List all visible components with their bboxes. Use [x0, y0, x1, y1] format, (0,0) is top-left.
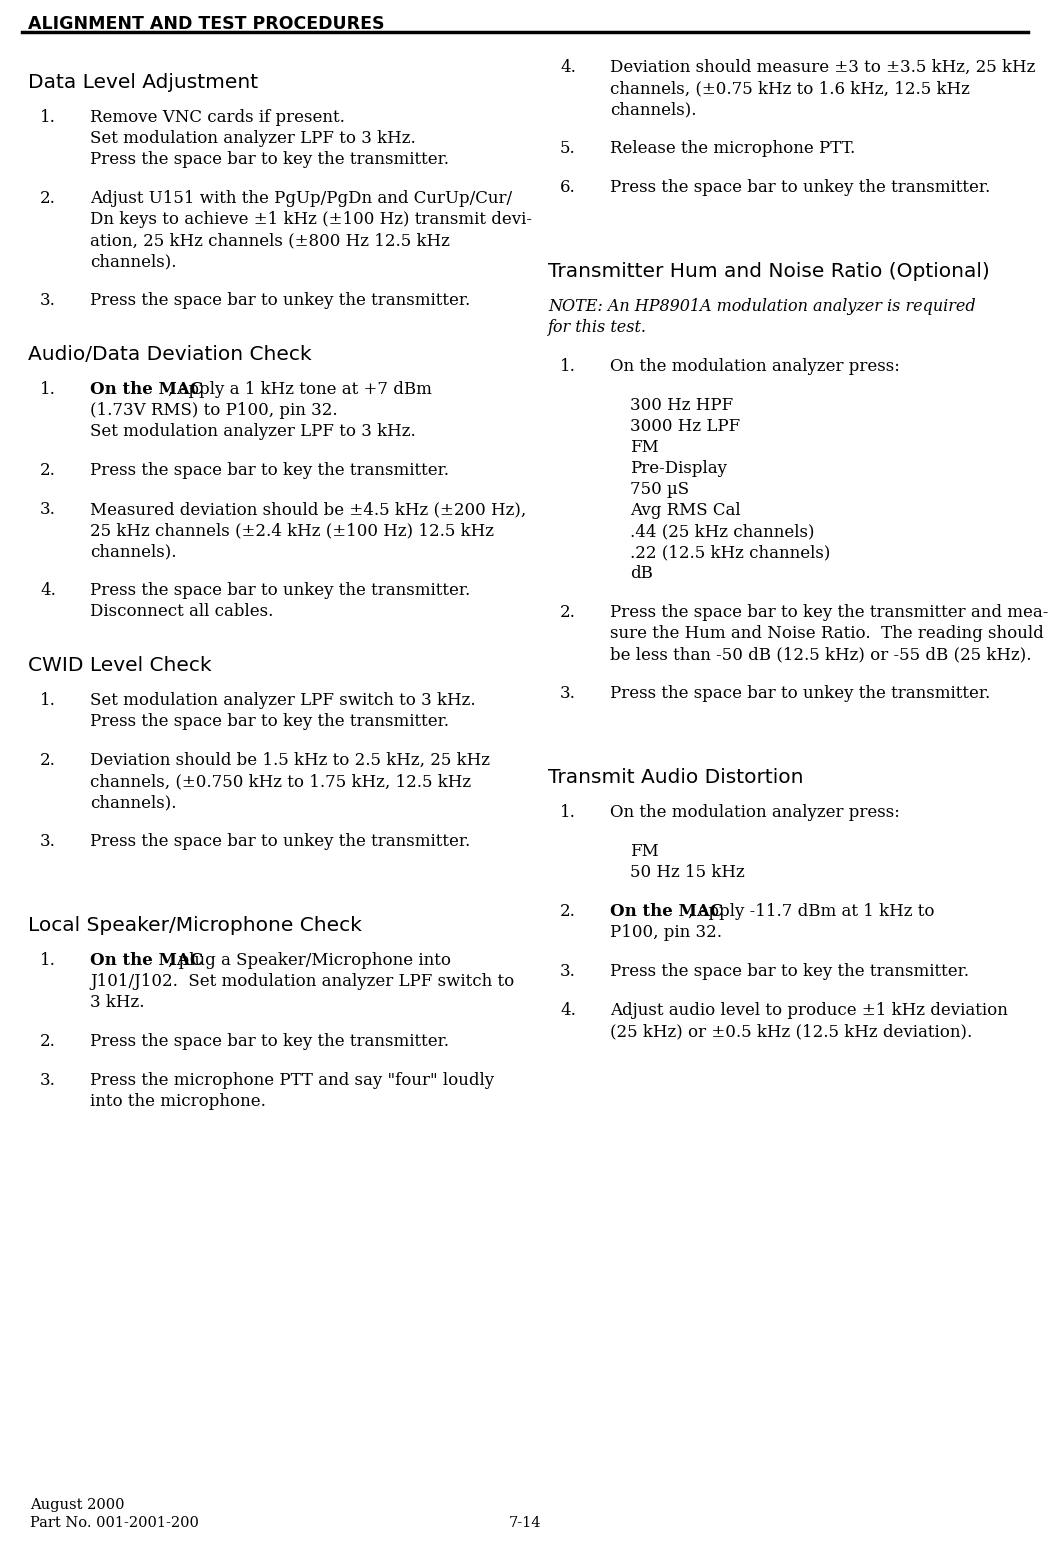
Text: Transmitter Hum and Noise Ratio (Optional): Transmitter Hum and Noise Ratio (Optiona… — [548, 263, 990, 282]
Text: 3.: 3. — [40, 292, 56, 310]
Text: Press the space bar to key the transmitter.: Press the space bar to key the transmitt… — [610, 963, 969, 981]
Text: 2.: 2. — [40, 1032, 56, 1049]
Text: .22 (12.5 kHz channels): .22 (12.5 kHz channels) — [630, 544, 831, 561]
Text: Press the microphone PTT and say "four" loudly: Press the microphone PTT and say "four" … — [90, 1071, 495, 1089]
Text: channels).: channels). — [90, 795, 176, 812]
Text: Remove VNC cards if present.: Remove VNC cards if present. — [90, 109, 344, 127]
Text: Disconnect all cables.: Disconnect all cables. — [90, 604, 273, 619]
Text: 4.: 4. — [560, 59, 575, 77]
Text: 2.: 2. — [560, 902, 575, 920]
Text: Deviation should measure ±3 to ±3.5 kHz, 25 kHz: Deviation should measure ±3 to ±3.5 kHz,… — [610, 59, 1035, 77]
Text: Press the space bar to unkey the transmitter.: Press the space bar to unkey the transmi… — [90, 834, 470, 849]
Text: On the MAC: On the MAC — [610, 902, 723, 920]
Text: 1.: 1. — [40, 952, 56, 970]
Text: J101/J102.  Set modulation analyzer LPF switch to: J101/J102. Set modulation analyzer LPF s… — [90, 973, 514, 990]
Text: 3 kHz.: 3 kHz. — [90, 995, 145, 1010]
Text: , plug a Speaker/Microphone into: , plug a Speaker/Microphone into — [168, 952, 452, 970]
Text: dB: dB — [630, 565, 653, 582]
Text: Press the space bar to key the transmitter.: Press the space bar to key the transmitt… — [90, 152, 449, 167]
Text: 3000 Hz LPF: 3000 Hz LPF — [630, 418, 740, 435]
Text: 4.: 4. — [560, 1003, 575, 1020]
Text: 4.: 4. — [40, 582, 56, 599]
Text: Adjust U151 with the PgUp/PgDn and CurUp/Cur/: Adjust U151 with the PgUp/PgDn and CurUp… — [90, 189, 512, 206]
Text: Transmit Audio Distortion: Transmit Audio Distortion — [548, 768, 803, 787]
Text: ation, 25 kHz channels (±800 Hz 12.5 kHz: ation, 25 kHz channels (±800 Hz 12.5 kHz — [90, 231, 449, 249]
Text: 1.: 1. — [40, 109, 56, 127]
Text: On the modulation analyzer press:: On the modulation analyzer press: — [610, 358, 900, 375]
Text: 3.: 3. — [40, 1071, 56, 1089]
Text: 2.: 2. — [560, 604, 575, 621]
Text: Measured deviation should be ±4.5 kHz (±200 Hz),: Measured deviation should be ±4.5 kHz (±… — [90, 500, 526, 518]
Text: 2.: 2. — [40, 461, 56, 479]
Text: FM: FM — [630, 843, 658, 860]
Text: 2.: 2. — [40, 189, 56, 206]
Text: Deviation should be 1.5 kHz to 2.5 kHz, 25 kHz: Deviation should be 1.5 kHz to 2.5 kHz, … — [90, 752, 490, 769]
Text: FM: FM — [630, 439, 658, 457]
Text: , apply a 1 kHz tone at +7 dBm: , apply a 1 kHz tone at +7 dBm — [168, 382, 432, 397]
Text: Set modulation analyzer LPF to 3 kHz.: Set modulation analyzer LPF to 3 kHz. — [90, 422, 416, 439]
Text: Pre-Display: Pre-Display — [630, 460, 727, 477]
Text: 3.: 3. — [40, 834, 56, 849]
Text: 2.: 2. — [40, 752, 56, 769]
Text: Press the space bar to key the transmitter.: Press the space bar to key the transmitt… — [90, 461, 449, 479]
Text: channels, (±0.750 kHz to 1.75 kHz, 12.5 kHz: channels, (±0.750 kHz to 1.75 kHz, 12.5 … — [90, 773, 471, 790]
Text: ALIGNMENT AND TEST PROCEDURES: ALIGNMENT AND TEST PROCEDURES — [28, 16, 384, 33]
Text: Release the microphone PTT.: Release the microphone PTT. — [610, 141, 856, 156]
Text: Press the space bar to unkey the transmitter.: Press the space bar to unkey the transmi… — [90, 292, 470, 310]
Text: 25 kHz channels (±2.4 kHz (±100 Hz) 12.5 kHz: 25 kHz channels (±2.4 kHz (±100 Hz) 12.5… — [90, 522, 494, 540]
Text: (1.73V RMS) to P100, pin 32.: (1.73V RMS) to P100, pin 32. — [90, 402, 338, 419]
Text: into the microphone.: into the microphone. — [90, 1093, 266, 1110]
Text: On the modulation analyzer press:: On the modulation analyzer press: — [610, 804, 900, 821]
Text: Press the space bar to key the transmitter.: Press the space bar to key the transmitt… — [90, 713, 449, 730]
Text: Dn keys to achieve ±1 kHz (±100 Hz) transmit devi-: Dn keys to achieve ±1 kHz (±100 Hz) tran… — [90, 211, 532, 228]
Text: , apply -11.7 dBm at 1 kHz to: , apply -11.7 dBm at 1 kHz to — [688, 902, 934, 920]
Text: channels).: channels). — [90, 543, 176, 560]
Text: P100, pin 32.: P100, pin 32. — [610, 924, 722, 942]
Text: channels, (±0.75 kHz to 1.6 kHz, 12.5 kHz: channels, (±0.75 kHz to 1.6 kHz, 12.5 kH… — [610, 80, 970, 97]
Text: .44 (25 kHz channels): .44 (25 kHz channels) — [630, 522, 815, 540]
Text: 3.: 3. — [560, 685, 575, 702]
Text: 1.: 1. — [560, 804, 575, 821]
Text: Press the space bar to key the transmitter.: Press the space bar to key the transmitt… — [90, 1032, 449, 1049]
Text: Set modulation analyzer LPF switch to 3 kHz.: Set modulation analyzer LPF switch to 3 … — [90, 691, 476, 708]
Text: channels).: channels). — [610, 102, 696, 117]
Text: On the MAC: On the MAC — [90, 952, 203, 970]
Text: 1.: 1. — [40, 382, 56, 397]
Text: Adjust audio level to produce ±1 kHz deviation: Adjust audio level to produce ±1 kHz dev… — [610, 1003, 1008, 1020]
Text: Press the space bar to unkey the transmitter.: Press the space bar to unkey the transmi… — [90, 582, 470, 599]
Text: for this test.: for this test. — [548, 319, 647, 336]
Text: 750 µS: 750 µS — [630, 482, 689, 497]
Text: Part No. 001-2001-200: Part No. 001-2001-200 — [30, 1516, 198, 1530]
Text: 300 Hz HPF: 300 Hz HPF — [630, 397, 733, 414]
Text: NOTE: An HP8901A modulation analyzer is required: NOTE: An HP8901A modulation analyzer is … — [548, 299, 975, 314]
Text: 7-14: 7-14 — [509, 1516, 541, 1530]
Text: (25 kHz) or ±0.5 kHz (12.5 kHz deviation).: (25 kHz) or ±0.5 kHz (12.5 kHz deviation… — [610, 1023, 972, 1040]
Text: August 2000: August 2000 — [30, 1498, 125, 1512]
Text: Audio/Data Deviation Check: Audio/Data Deviation Check — [28, 346, 312, 364]
Text: On the MAC: On the MAC — [90, 382, 203, 397]
Text: 3.: 3. — [40, 500, 56, 518]
Text: Press the space bar to key the transmitter and mea-: Press the space bar to key the transmitt… — [610, 604, 1048, 621]
Text: 3.: 3. — [560, 963, 575, 981]
Text: Data Level Adjustment: Data Level Adjustment — [28, 74, 258, 92]
Text: be less than -50 dB (12.5 kHz) or -55 dB (25 kHz).: be less than -50 dB (12.5 kHz) or -55 dB… — [610, 646, 1031, 663]
Text: 6.: 6. — [560, 178, 575, 196]
Text: Press the space bar to unkey the transmitter.: Press the space bar to unkey the transmi… — [610, 685, 990, 702]
Text: 50 Hz 15 kHz: 50 Hz 15 kHz — [630, 863, 744, 881]
Text: 1.: 1. — [560, 358, 575, 375]
Text: sure the Hum and Noise Ratio.  The reading should: sure the Hum and Noise Ratio. The readin… — [610, 626, 1044, 641]
Text: 5.: 5. — [560, 141, 575, 156]
Text: Local Speaker/Microphone Check: Local Speaker/Microphone Check — [28, 917, 362, 935]
Text: Avg RMS Cal: Avg RMS Cal — [630, 502, 740, 519]
Text: 1.: 1. — [40, 691, 56, 708]
Text: Set modulation analyzer LPF to 3 kHz.: Set modulation analyzer LPF to 3 kHz. — [90, 130, 416, 147]
Text: CWID Level Check: CWID Level Check — [28, 655, 212, 676]
Text: channels).: channels). — [90, 253, 176, 271]
Text: Press the space bar to unkey the transmitter.: Press the space bar to unkey the transmi… — [610, 178, 990, 196]
